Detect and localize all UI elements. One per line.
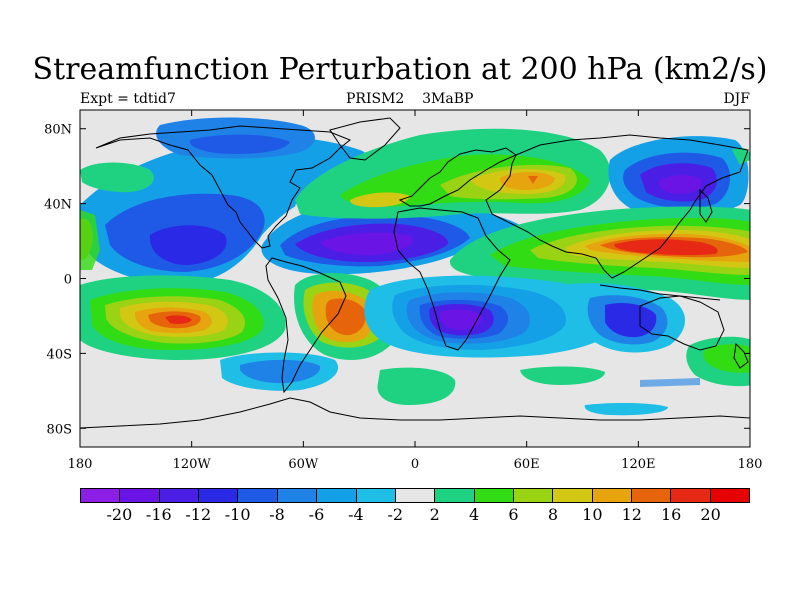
colorbar-label: -4 (348, 505, 364, 524)
colorbar-label: 10 (582, 505, 603, 524)
plot-title: Streamfunction Perturbation at 200 hPa (… (32, 52, 768, 87)
lon-tick-label: 60E (514, 457, 540, 472)
contour-blob-atlantic-low (261, 200, 520, 275)
colorbar-swatch (120, 489, 160, 502)
coastline-indonesia (599, 284, 721, 301)
colorbar-swatch (317, 489, 357, 502)
coastline-asia (485, 134, 749, 279)
colorbar-label: -6 (308, 505, 325, 524)
colorbar-label: -12 (185, 505, 212, 524)
season-label: DJF (723, 91, 750, 107)
lat-axis: 80N 40N 0 40S 80S (44, 123, 750, 437)
colorbar-swatch (81, 489, 121, 502)
colorbar-label: 2 (429, 505, 440, 524)
colorbar-label: -20 (106, 505, 133, 524)
colorbar-swatch (710, 489, 750, 502)
lon-tick-label: 120E (621, 457, 655, 472)
colorbar-label: -10 (224, 505, 251, 524)
colorbar-swatch (474, 489, 514, 502)
colorbar-swatch (671, 489, 711, 502)
coastlines (80, 117, 750, 429)
colorbar-swatch (238, 489, 278, 502)
coastline-japan (699, 188, 713, 223)
colorbar-swatch (513, 489, 554, 502)
contour-blob-south-pacific-high (80, 275, 286, 360)
experiment-label: Expt = tdtid7 (80, 91, 176, 107)
lon-tick-label: 60W (288, 457, 319, 472)
lon-tick-label: 180 (738, 457, 763, 472)
contour-blob-south-africa-low (364, 275, 685, 358)
lat-tick-label: 80S (47, 422, 72, 437)
lat-tick-label: 80N (44, 123, 72, 138)
coastline-north-america (95, 125, 351, 249)
colorbar-label: 6 (508, 505, 519, 524)
colorbar-label: 16 (660, 505, 682, 524)
colorbar-swatch (159, 489, 200, 502)
lon-tick-label: 120W (173, 457, 212, 472)
lat-tick-label: 40N (44, 198, 72, 213)
colorbar-label: 4 (469, 505, 480, 524)
scenario-label: PRISM2 3MaBP (346, 91, 474, 107)
lon-axis: 180 120W 60W 0 60E 120E 180 (68, 110, 763, 472)
contour-blob-asia-high (80, 206, 750, 300)
colorbar-label: 8 (547, 505, 559, 524)
colorbar-label: -2 (387, 505, 404, 524)
colorbar-swatch (395, 489, 436, 502)
lat-tick-label: 40S (47, 347, 72, 362)
contour-blob-eurasia-high (295, 128, 611, 219)
colorbar-label: 12 (621, 505, 642, 524)
colorbar-swatch (435, 489, 475, 502)
coastline-new-zealand (733, 342, 749, 369)
colorbar-label: -8 (269, 505, 285, 524)
lon-tick-label: 0 (411, 457, 419, 472)
colorbar-swatch (277, 489, 318, 502)
colorbar-swatch (592, 489, 633, 502)
colorbar-swatch (553, 489, 593, 502)
coastline-greenland (329, 117, 401, 161)
lon-tick-label: 180 (68, 457, 93, 472)
coastline-antarctica (80, 397, 750, 429)
coastline-europe (398, 147, 518, 207)
colorbar-label: -16 (145, 505, 172, 524)
lat-tick-label: 0 (64, 273, 72, 288)
colorbar (80, 488, 750, 503)
colorbar-label: 20 (700, 505, 721, 524)
colorbar-swatch (356, 489, 396, 502)
colorbar-swatch (199, 489, 239, 502)
colorbar-swatch (632, 489, 672, 502)
coastline-australia (639, 295, 725, 351)
contour-field (80, 117, 750, 416)
contour-blob-east-asia-low (80, 136, 750, 217)
coastline-south-america (265, 257, 347, 394)
coastline-africa (393, 207, 511, 351)
